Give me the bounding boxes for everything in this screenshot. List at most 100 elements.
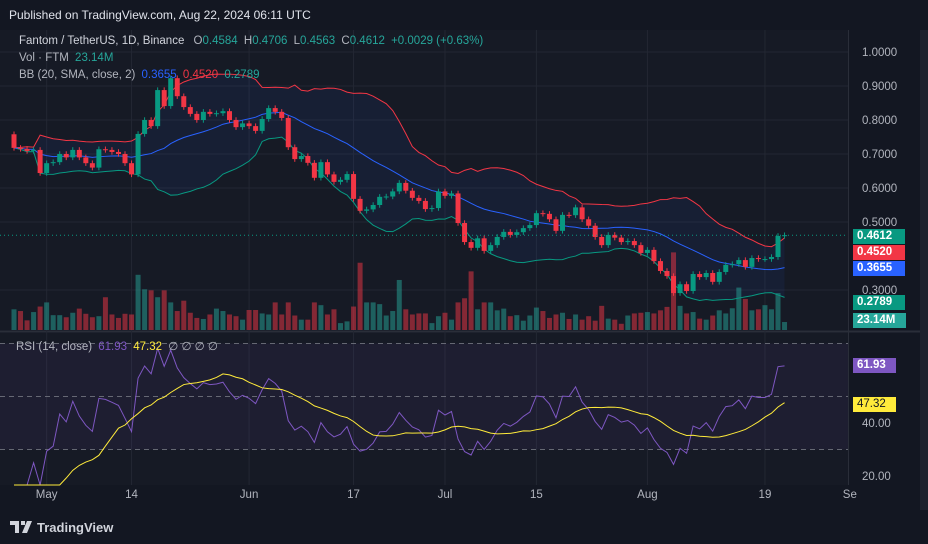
- volume-bar: [507, 316, 513, 330]
- candle-body: [364, 209, 370, 211]
- volume-bar: [403, 309, 409, 330]
- rsi-label: RSI (14, close): [16, 341, 93, 353]
- volume-bar: [755, 309, 761, 330]
- close-label: C: [341, 35, 350, 47]
- candle-body: [246, 123, 252, 127]
- volume-bar: [657, 310, 663, 330]
- volume-bar: [246, 309, 252, 330]
- volume-bar: [664, 306, 670, 330]
- candle-body: [657, 261, 663, 271]
- volume-bar: [115, 317, 121, 330]
- volume-bar: [102, 297, 108, 330]
- candle-body: [462, 223, 468, 243]
- volume-bar: [76, 308, 82, 330]
- volume-bar: [638, 312, 644, 330]
- volume-bar: [560, 312, 566, 330]
- candle-body: [298, 156, 304, 160]
- candle-body: [357, 198, 363, 211]
- candle-body: [566, 214, 572, 216]
- volume-bar: [259, 313, 265, 330]
- candle-body: [18, 147, 24, 149]
- volume-bar: [729, 308, 735, 330]
- volume-bar: [331, 309, 337, 330]
- volume-bar: [762, 305, 768, 330]
- rsi-extra-values: ∅ ∅ ∅ ∅: [168, 341, 218, 353]
- low-label: L: [293, 35, 300, 47]
- candle-body: [187, 107, 193, 114]
- candle-body: [625, 241, 631, 243]
- y-tick-label: 0.7000: [862, 149, 897, 161]
- volume-bar: [31, 312, 37, 330]
- candle-body: [142, 120, 148, 134]
- volume-bar: [546, 317, 552, 330]
- volume-bar: [605, 318, 611, 330]
- volume-bar: [775, 293, 781, 330]
- volume-bar: [89, 317, 95, 330]
- volume-bar: [63, 317, 69, 330]
- chart-svg[interactable]: 1.0000 0.9000 0.8000 0.7000 0.6000 0.5000 0.30…: [0, 30, 928, 510]
- y-tick-label: 0.8000: [862, 115, 897, 127]
- candle-body: [455, 193, 461, 224]
- volume-bar: [573, 314, 579, 330]
- volume-bar: [651, 313, 657, 330]
- volume-bar: [723, 313, 729, 330]
- volume-bar: [194, 317, 200, 330]
- symbol-title[interactable]: Fantom / TetherUS, 1D, Binance: [19, 35, 185, 47]
- candle-body: [351, 174, 357, 199]
- volume-bar: [514, 315, 520, 330]
- volume-bar: [338, 323, 343, 330]
- candle-body: [102, 149, 108, 151]
- rsi-legend[interactable]: RSI (14, close) 61.93 47.32 ∅ ∅ ∅ ∅: [16, 339, 221, 353]
- y-tick-label: 0.9000: [862, 81, 897, 93]
- volume-bar: [449, 319, 455, 330]
- candle-body: [31, 149, 37, 151]
- volume-bar: [18, 311, 24, 330]
- bb-legend[interactable]: BB (20, SMA, close, 2) 0.3655 0.4520 0.2…: [19, 69, 263, 81]
- volume-bar: [435, 316, 441, 330]
- tradingview-logo-text[interactable]: TradingView: [37, 519, 114, 535]
- volume-bar: [122, 313, 128, 330]
- high-label: H: [243, 35, 253, 47]
- rsi-tick-label: 40.00: [862, 418, 891, 430]
- volume-bar: [644, 312, 650, 330]
- open-value: 0.4584: [202, 35, 238, 47]
- volume-bar: [298, 319, 304, 330]
- volume-bar: [207, 314, 213, 330]
- candle-body: [638, 245, 644, 253]
- candle-body: [429, 208, 435, 210]
- candle-body: [266, 108, 272, 119]
- candle-body: [475, 238, 481, 248]
- volume-bar: [174, 311, 180, 330]
- candle-body: [96, 149, 102, 168]
- y-tick-label: 0.6000: [862, 183, 897, 195]
- symbol-legend: Fantom / TetherUS, 1D, Binance O0.4584 H…: [19, 35, 486, 47]
- volume-bar: [187, 312, 193, 330]
- volume-legend[interactable]: Vol · FTM 23.14M: [19, 52, 116, 64]
- volume-bar: [351, 306, 357, 330]
- volume-bar: [710, 315, 716, 330]
- volume-bar: [96, 316, 102, 330]
- y-tick-label: 0.5000: [862, 217, 897, 229]
- candle-body: [292, 147, 298, 160]
- bb-upper-tag: 0.4520: [853, 245, 905, 260]
- candle-body: [220, 111, 226, 114]
- candle-body: [514, 232, 520, 235]
- volume-bar: [109, 314, 115, 330]
- candle-body: [605, 234, 611, 246]
- tradingview-logo-icon[interactable]: [10, 521, 32, 533]
- volume-bar: [768, 309, 774, 330]
- candle-body: [527, 225, 533, 229]
- candle-body: [122, 154, 128, 164]
- candle-body: [520, 228, 526, 233]
- scale-edge: [920, 30, 928, 510]
- volume-bar: [168, 302, 174, 330]
- volume-bar: [494, 310, 500, 330]
- candle-body: [89, 163, 95, 168]
- volume-bar: [520, 320, 526, 330]
- candle-body: [703, 273, 709, 278]
- volume-bar: [697, 318, 703, 330]
- candle-body: [468, 242, 474, 248]
- candle-body: [396, 182, 402, 192]
- candle-body: [749, 258, 755, 267]
- chart-area[interactable]: 1.0000 0.9000 0.8000 0.7000 0.6000 0.5000 0.30…: [0, 30, 928, 510]
